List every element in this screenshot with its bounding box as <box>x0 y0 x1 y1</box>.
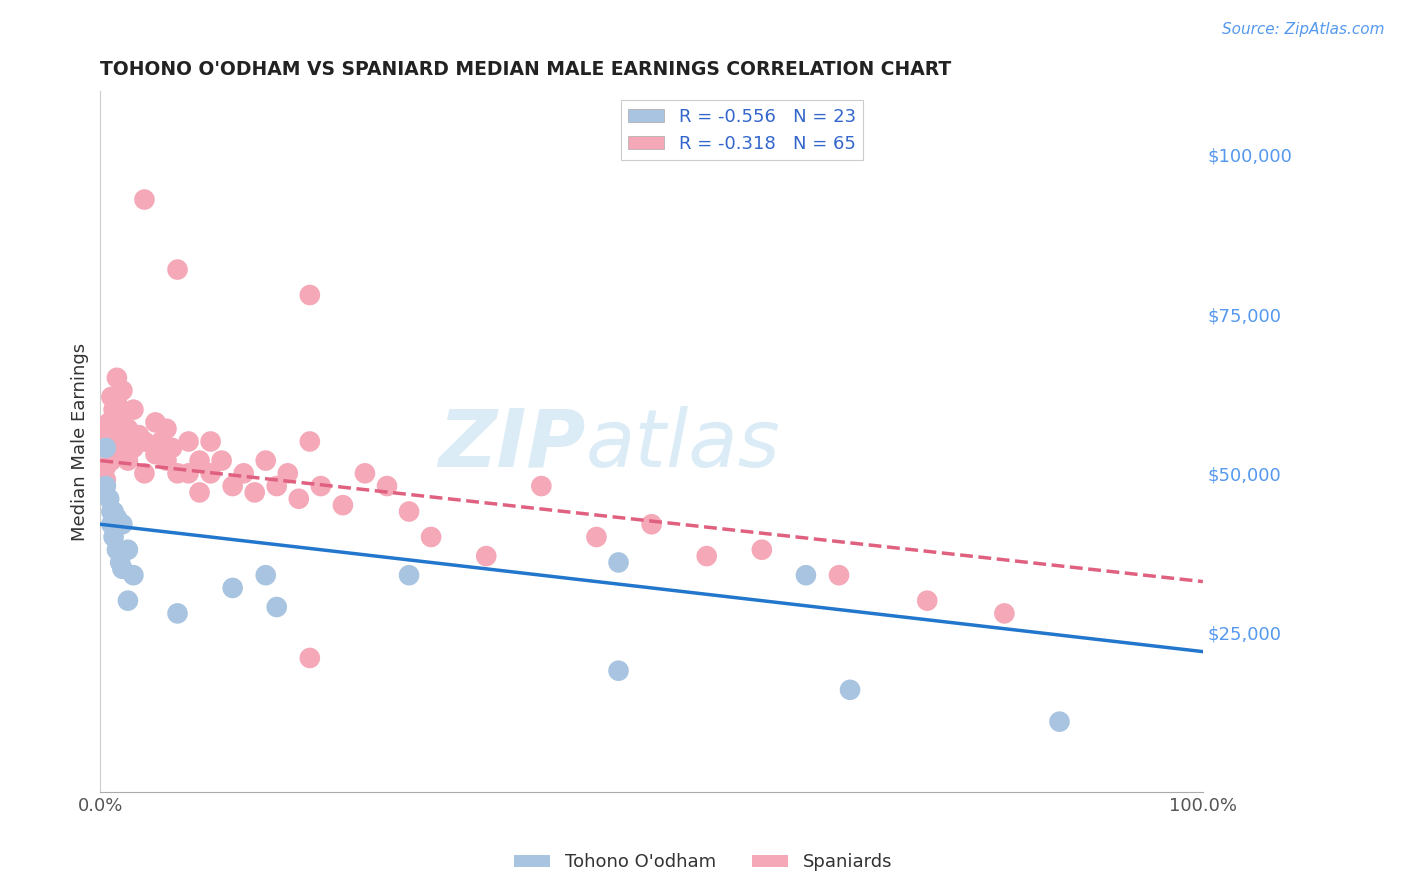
Point <box>134 467 156 481</box>
Text: ZIP: ZIP <box>439 406 585 484</box>
Point <box>200 434 222 449</box>
Point <box>221 581 243 595</box>
Point <box>277 467 299 481</box>
Point <box>108 441 131 455</box>
Point <box>288 491 311 506</box>
Text: atlas: atlas <box>585 406 780 484</box>
Legend: R = -0.556   N = 23, R = -0.318   N = 65: R = -0.556 N = 23, R = -0.318 N = 65 <box>621 100 863 160</box>
Point <box>94 479 117 493</box>
Point <box>103 530 125 544</box>
Point <box>100 434 122 449</box>
Point <box>122 402 145 417</box>
Point <box>354 467 377 481</box>
Point <box>105 396 128 410</box>
Point <box>211 453 233 467</box>
Point <box>108 556 131 570</box>
Point <box>111 517 134 532</box>
Point <box>585 530 607 544</box>
Point <box>94 434 117 449</box>
Point <box>98 491 121 506</box>
Point <box>122 568 145 582</box>
Point <box>839 682 862 697</box>
Point <box>94 459 117 474</box>
Point <box>122 441 145 455</box>
Point <box>166 607 188 621</box>
Point <box>243 485 266 500</box>
Point <box>200 467 222 481</box>
Point <box>160 441 183 455</box>
Point <box>266 600 288 615</box>
Point <box>696 549 718 563</box>
Point <box>94 441 117 455</box>
Point <box>103 428 125 442</box>
Point <box>254 453 277 467</box>
Point <box>117 453 139 467</box>
Point <box>221 479 243 493</box>
Point <box>100 504 122 518</box>
Point <box>155 453 177 467</box>
Point <box>530 479 553 493</box>
Point <box>117 422 139 436</box>
Point <box>105 371 128 385</box>
Point <box>232 467 254 481</box>
Point <box>98 416 121 430</box>
Point <box>134 434 156 449</box>
Point <box>103 504 125 518</box>
Point <box>145 416 167 430</box>
Point <box>103 402 125 417</box>
Point <box>111 409 134 423</box>
Point <box>128 428 150 442</box>
Point <box>177 434 200 449</box>
Point <box>100 517 122 532</box>
Point <box>640 517 662 532</box>
Point <box>188 485 211 500</box>
Point <box>105 542 128 557</box>
Text: TOHONO O'ODHAM VS SPANIARD MEDIAN MALE EARNINGS CORRELATION CHART: TOHONO O'ODHAM VS SPANIARD MEDIAN MALE E… <box>100 60 952 78</box>
Point <box>607 664 630 678</box>
Point <box>134 193 156 207</box>
Point <box>607 556 630 570</box>
Point <box>332 498 354 512</box>
Point <box>993 607 1015 621</box>
Point <box>98 441 121 455</box>
Point <box>177 467 200 481</box>
Point <box>94 473 117 487</box>
Point <box>100 390 122 404</box>
Point <box>475 549 498 563</box>
Point <box>100 416 122 430</box>
Point <box>145 447 167 461</box>
Point <box>751 542 773 557</box>
Point <box>150 434 173 449</box>
Point <box>111 562 134 576</box>
Point <box>111 434 134 449</box>
Point <box>117 542 139 557</box>
Point <box>398 568 420 582</box>
Point <box>100 453 122 467</box>
Point <box>105 511 128 525</box>
Legend: Tohono O'odham, Spaniards: Tohono O'odham, Spaniards <box>506 847 900 879</box>
Point <box>94 422 117 436</box>
Point <box>188 453 211 467</box>
Point <box>166 467 188 481</box>
Point <box>828 568 851 582</box>
Point <box>309 479 332 493</box>
Point <box>1049 714 1071 729</box>
Point <box>108 416 131 430</box>
Point <box>398 504 420 518</box>
Point <box>166 262 188 277</box>
Point <box>420 530 443 544</box>
Point <box>111 384 134 398</box>
Point <box>266 479 288 493</box>
Point <box>254 568 277 582</box>
Point <box>375 479 398 493</box>
Point <box>915 593 938 607</box>
Point <box>117 593 139 607</box>
Text: Source: ZipAtlas.com: Source: ZipAtlas.com <box>1222 22 1385 37</box>
Point <box>298 651 321 665</box>
Point <box>794 568 817 582</box>
Point <box>155 422 177 436</box>
Point <box>298 434 321 449</box>
Y-axis label: Median Male Earnings: Median Male Earnings <box>72 343 89 541</box>
Point <box>298 288 321 302</box>
